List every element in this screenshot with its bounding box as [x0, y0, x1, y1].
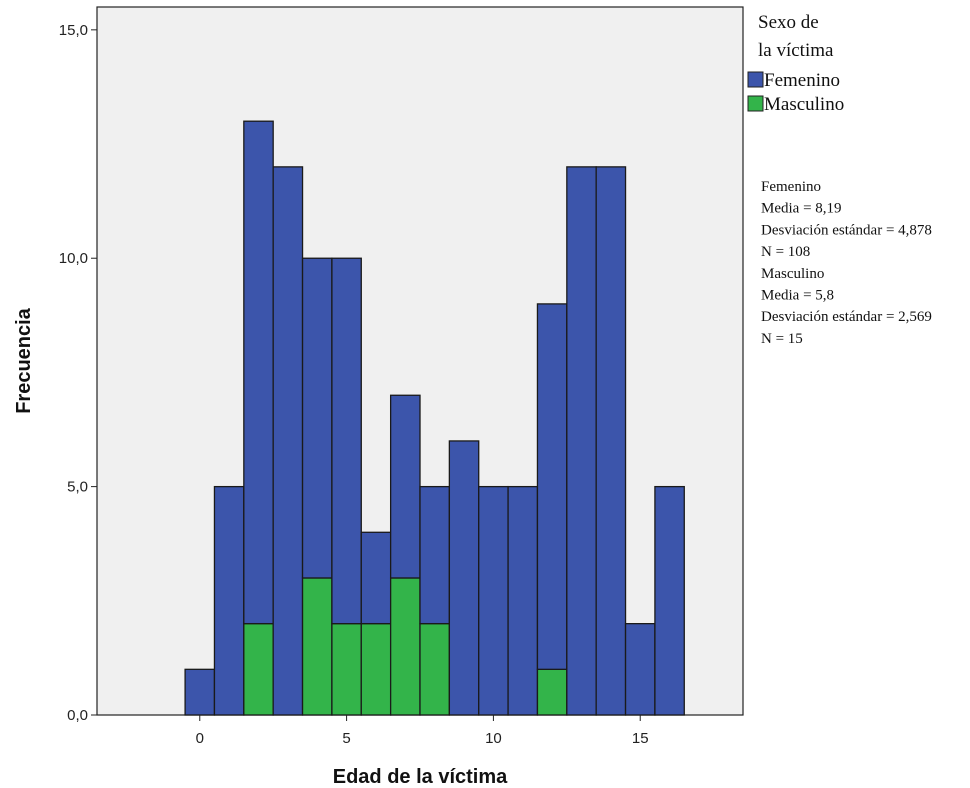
- bar-femenino-15: [624, 623, 656, 716]
- bar-femenino-10: [478, 485, 509, 716]
- stats-line-0: Femenino: [761, 179, 821, 195]
- bar-femenino-7: [389, 394, 421, 579]
- y-tick-label-10: 10,0: [59, 250, 88, 267]
- legend-label-masculino: Masculino: [764, 94, 844, 115]
- y-tick-label-0: 0,0: [67, 707, 88, 724]
- stats-line-1: Media = 8,19: [761, 201, 842, 217]
- x-axis-title: Edad de la víctima: [333, 766, 508, 788]
- x-tick-label-10: 10: [485, 730, 502, 747]
- bar-femenino-0: [184, 668, 216, 716]
- bar-masculino-8: [419, 623, 451, 716]
- bar-femenino-16: [654, 485, 685, 716]
- legend: Sexo de la víctima Femenino Masculino: [747, 12, 844, 115]
- bar-masculino-5: [331, 623, 362, 716]
- y-axis-title: Frecuencia: [13, 307, 35, 413]
- bar-femenino-4: [301, 257, 333, 579]
- bar-femenino-12: [536, 303, 568, 670]
- bar-masculino-6: [360, 623, 392, 716]
- stats-line-2: Desviación estándar = 4,878: [761, 222, 932, 238]
- bar-femenino-2: [243, 120, 274, 625]
- legend-swatch-masculino: [747, 95, 764, 112]
- stats-line-4: Masculino: [761, 266, 824, 282]
- bar-femenino-6: [360, 531, 392, 625]
- bar-masculino-7: [389, 577, 421, 716]
- legend-swatch-femenino: [747, 71, 764, 88]
- stats-line-6: Desviación estándar = 2,569: [761, 309, 932, 325]
- bar-femenino-9: [448, 440, 480, 716]
- bar-femenino-5: [331, 257, 362, 625]
- bar-femenino-13: [566, 166, 597, 716]
- x-tick-label-5: 5: [342, 730, 350, 747]
- bar-masculino-2: [243, 623, 274, 716]
- bar-femenino-14: [595, 166, 627, 716]
- y-tick-label-15: 15,0: [59, 22, 88, 39]
- stats-line-7: N = 15: [761, 331, 803, 347]
- bar-femenino-1: [213, 485, 245, 716]
- legend-title-line-2: la víctima: [758, 40, 834, 61]
- bars-group: [184, 120, 685, 716]
- x-tick-label-15: 15: [632, 730, 649, 747]
- bar-femenino-11: [507, 485, 539, 716]
- legend-title-line-1: Sexo de: [758, 12, 819, 33]
- statistics-box: Femenino Media = 8,19 Desviación estándar …: [761, 179, 932, 347]
- bar-femenino-8: [419, 485, 451, 625]
- legend-label-femenino: Femenino: [764, 70, 840, 91]
- bar-masculino-12: [536, 668, 568, 716]
- bar-masculino-4: [301, 577, 333, 716]
- axes-group: 0 5 10 15 0,0 5,0 10,0 15,0: [59, 22, 649, 747]
- stats-line-5: Media = 5,8: [761, 288, 834, 304]
- stats-line-3: N = 108: [761, 244, 810, 260]
- x-tick-label-0: 0: [196, 730, 204, 747]
- y-tick-label-5: 5,0: [67, 479, 88, 496]
- bar-femenino-3: [272, 166, 304, 716]
